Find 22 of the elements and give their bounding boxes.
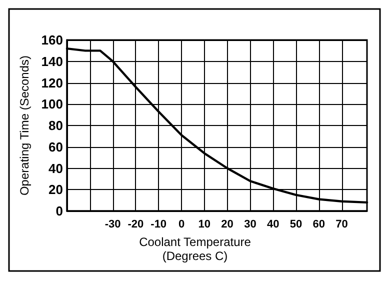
x-tick-label: -10 [150, 218, 167, 230]
y-tick-label: 20 [48, 182, 63, 198]
x-axis-title: Coolant Temperature (Degrees C) [139, 235, 252, 263]
x-tick-label: -20 [128, 218, 144, 230]
y-tick-label: 60 [48, 139, 63, 154]
x-tick-label: 50 [290, 218, 302, 230]
x-tick-label: 30 [244, 218, 256, 230]
y-tick-label: 80 [48, 118, 63, 133]
x-tick-label: 20 [221, 218, 234, 230]
y-tick-label: 100 [41, 96, 63, 112]
x-tick-label: 60 [312, 218, 326, 230]
y-tick-label: 140 [41, 54, 63, 69]
y-tick-label: 120 [41, 75, 63, 90]
y-tick-label: 40 [48, 160, 63, 176]
x-tick-label: -30 [104, 218, 121, 230]
x-tick-label: 70 [336, 218, 348, 230]
x-tick-label: 40 [266, 218, 280, 230]
x-tick-label: 10 [198, 218, 211, 230]
y-tick-label: 0 [56, 204, 63, 218]
y-tick-label: 160 [41, 32, 63, 48]
y-axis-title: Operating Time (Seconds) [17, 55, 32, 196]
x-tick-label: 0 [178, 218, 185, 230]
